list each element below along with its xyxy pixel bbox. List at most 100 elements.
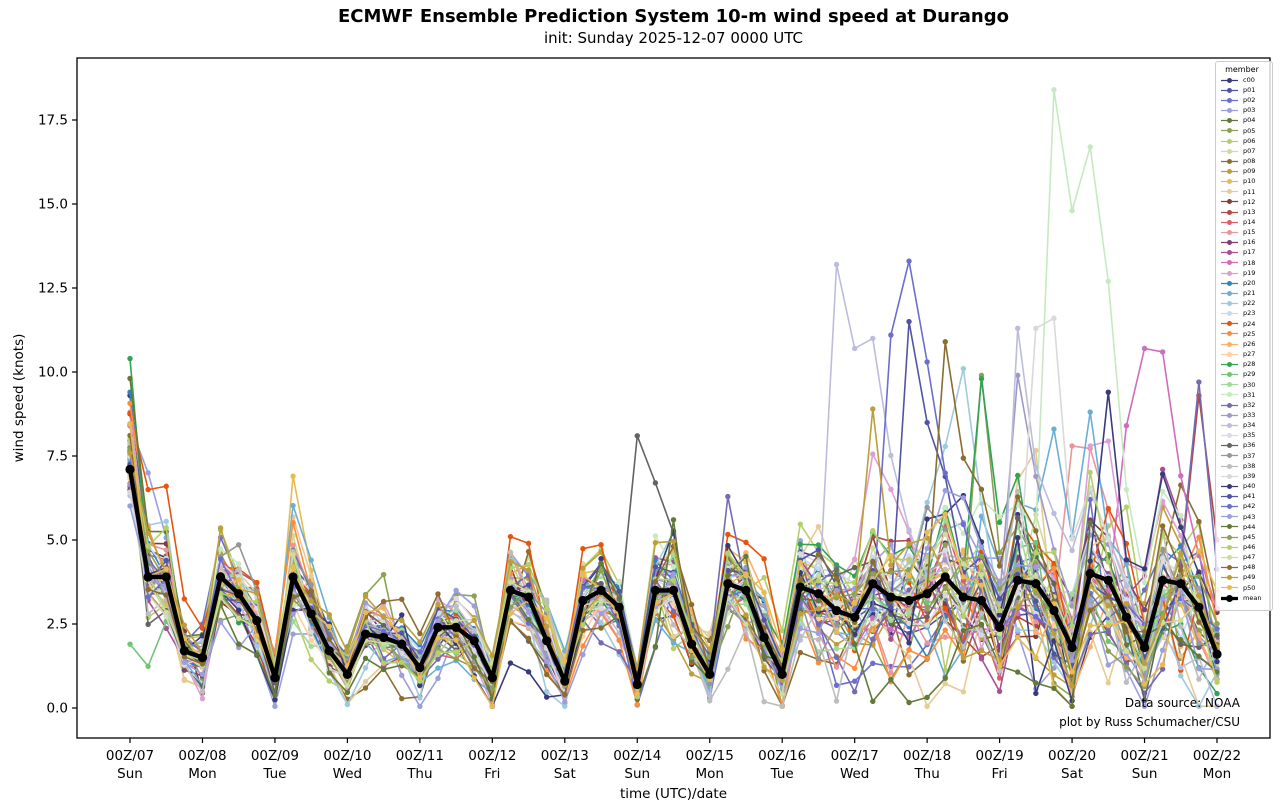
legend-item-p40: p40 <box>1220 481 1270 491</box>
legend-marker-p47 <box>1221 554 1238 560</box>
legend-marker-p15 <box>1221 229 1238 235</box>
legend-label-p08: p08 <box>1243 157 1256 166</box>
legend-marker-p43 <box>1221 514 1238 520</box>
legend-marker-p18 <box>1221 260 1238 266</box>
legend-marker-p14 <box>1221 219 1238 225</box>
legend-label-p33: p33 <box>1243 410 1256 419</box>
x-tick-label: 00Z/13 <box>541 748 589 764</box>
legend-item-p17: p17 <box>1220 248 1270 258</box>
legend-label-p09: p09 <box>1243 167 1256 176</box>
legend-marker-c00 <box>1221 77 1238 83</box>
legend-marker-p37 <box>1221 453 1238 459</box>
legend-label-p11: p11 <box>1243 187 1256 196</box>
legend-item-p46: p46 <box>1220 542 1270 552</box>
legend-item-mean: mean <box>1220 593 1270 603</box>
legend-label-p50: p50 <box>1243 583 1256 592</box>
legend-marker-p40 <box>1221 483 1238 489</box>
legend-item-p02: p02 <box>1220 95 1270 105</box>
legend-label-p24: p24 <box>1243 319 1256 328</box>
legend-marker-p06 <box>1221 138 1238 144</box>
legend-label-p45: p45 <box>1243 532 1256 541</box>
x-tick-label: 00Z/17 <box>831 748 879 764</box>
legend-item-p14: p14 <box>1220 217 1270 227</box>
legend-label-p25: p25 <box>1243 329 1256 338</box>
legend-label-p01: p01 <box>1243 85 1256 94</box>
legend-item-p47: p47 <box>1220 552 1270 562</box>
x-tick-label: 00Z/20 <box>1048 748 1096 764</box>
legend-marker-p17 <box>1221 250 1238 256</box>
legend-marker-p19 <box>1221 270 1238 276</box>
legend-item-p31: p31 <box>1220 390 1270 400</box>
legend-marker-p07 <box>1221 148 1238 154</box>
legend-label-p35: p35 <box>1243 431 1256 440</box>
legend-marker-p03 <box>1221 108 1238 114</box>
legend-marker-p08 <box>1221 158 1238 164</box>
legend-item-p01: p01 <box>1220 85 1270 95</box>
legend-label-p36: p36 <box>1243 441 1256 450</box>
legend-label-p43: p43 <box>1243 512 1256 521</box>
x-tick-label: 00Z/19 <box>976 748 1024 764</box>
legend-item-p12: p12 <box>1220 197 1270 207</box>
x-axis-ticks: 00Z/07 Sun 00Z/08 Mon 00Z/09 Tue 00Z/10 Wed 00Z/… <box>106 738 1241 782</box>
legend-label-p13: p13 <box>1243 207 1256 216</box>
x-tick-day-label: Wed <box>840 766 869 782</box>
legend-marker-p10 <box>1221 179 1238 185</box>
legend-item-p20: p20 <box>1220 278 1270 288</box>
legend-item-p32: p32 <box>1220 400 1270 410</box>
legend-marker-mean <box>1221 594 1238 602</box>
legend-item-p34: p34 <box>1220 420 1270 430</box>
x-tick-label: 00Z/07 <box>106 748 154 764</box>
legend-item-p04: p04 <box>1220 116 1270 126</box>
x-tick-label: 00Z/09 <box>251 748 299 764</box>
legend-label-p39: p39 <box>1243 471 1256 480</box>
legend-item-p10: p10 <box>1220 177 1270 187</box>
y-tick-label: 15.0 <box>38 197 68 213</box>
legend-label-p38: p38 <box>1243 461 1256 470</box>
legend-label-p34: p34 <box>1243 421 1256 430</box>
legend-marker-p28 <box>1221 361 1238 367</box>
legend-label-p37: p37 <box>1243 451 1256 460</box>
legend: member c00 p01 p02 p03 p04 p05 p06 p07 p08 p09 p10… <box>1215 61 1273 611</box>
legend-label-p23: p23 <box>1243 309 1256 318</box>
legend-item-p36: p36 <box>1220 441 1270 451</box>
legend-item-p25: p25 <box>1220 329 1270 339</box>
legend-item-p24: p24 <box>1220 319 1270 329</box>
legend-item-p16: p16 <box>1220 238 1270 248</box>
legend-item-p19: p19 <box>1220 268 1270 278</box>
legend-marker-p04 <box>1221 118 1238 124</box>
legend-marker-p22 <box>1221 301 1238 307</box>
legend-title: member <box>1225 65 1259 74</box>
ensemble-series <box>125 87 1222 710</box>
x-tick-day-label: Sun <box>1132 766 1158 782</box>
legend-label-mean: mean <box>1243 593 1262 602</box>
legend-item-p45: p45 <box>1220 532 1270 542</box>
legend-item-p48: p48 <box>1220 563 1270 573</box>
chart-subtitle: init: Sunday 2025-12-07 0000 UTC <box>543 29 804 47</box>
legend-item-p42: p42 <box>1220 502 1270 512</box>
legend-item-p08: p08 <box>1220 156 1270 166</box>
x-axis-label: time (UTC)/date <box>619 786 728 802</box>
legend-label-p10: p10 <box>1243 177 1256 186</box>
legend-item-p50: p50 <box>1220 583 1270 593</box>
x-tick-label: 00Z/10 <box>323 748 371 764</box>
x-tick-day-label: Mon <box>1203 766 1231 782</box>
legend-marker-p01 <box>1221 87 1238 93</box>
legend-label-p04: p04 <box>1243 116 1256 125</box>
x-tick-label: 00Z/21 <box>1120 748 1168 764</box>
legend-label-p14: p14 <box>1243 218 1256 227</box>
legend-label-p03: p03 <box>1243 106 1256 115</box>
legend-item-p29: p29 <box>1220 370 1270 380</box>
legend-marker-p41 <box>1221 493 1238 499</box>
legend-item-p39: p39 <box>1220 471 1270 481</box>
x-tick-day-label: Fri <box>992 766 1008 782</box>
x-tick-label: 00Z/08 <box>178 748 226 764</box>
legend-label-p31: p31 <box>1243 390 1256 399</box>
legend-label-p06: p06 <box>1243 136 1256 145</box>
x-tick-label: 00Z/12 <box>468 748 516 764</box>
legend-marker-p49 <box>1221 575 1238 581</box>
legend-marker-p48 <box>1221 565 1238 571</box>
legend-items: c00 p01 p02 p03 p04 p05 p06 p07 p08 p09 p10 p11 p12 p… <box>1220 75 1270 603</box>
legend-item-p38: p38 <box>1220 461 1270 471</box>
legend-label-p19: p19 <box>1243 268 1256 277</box>
